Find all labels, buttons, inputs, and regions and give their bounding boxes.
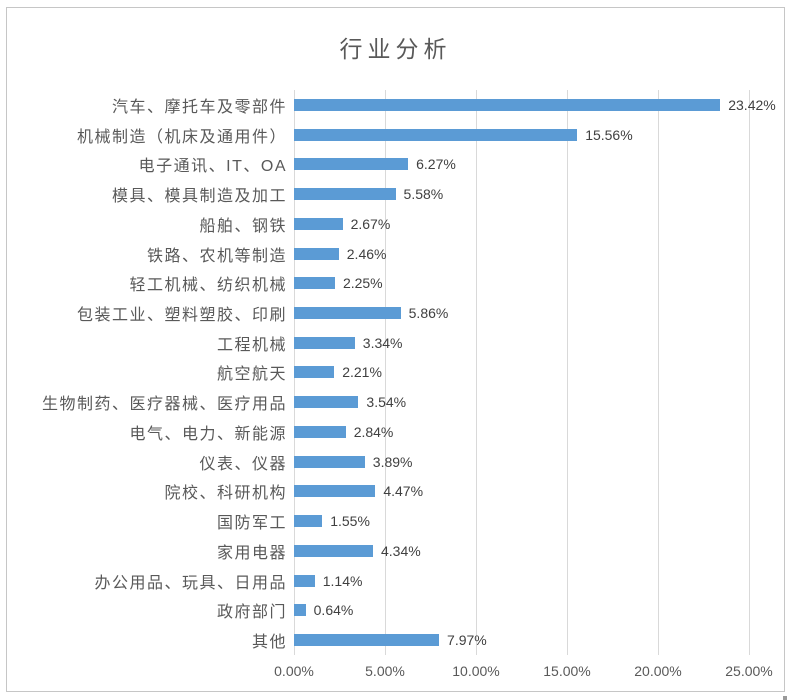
category-label: 生物制药、医疗器械、医疗用品 bbox=[41, 396, 287, 414]
bar-rows: 汽车、摩托车及零部件 23.42% 机械制造（机床及通用件） 15.56% 电子通讯、I… bbox=[7, 90, 794, 655]
bar bbox=[294, 188, 396, 201]
bar-row: 国防军工 1.55% bbox=[7, 506, 794, 536]
value-label: 2.67% bbox=[350, 215, 391, 232]
bar bbox=[294, 247, 339, 260]
value-label: 3.54% bbox=[366, 394, 407, 411]
gridline bbox=[749, 90, 750, 655]
category-label: 船舶、钢铁 bbox=[199, 217, 287, 235]
category-label: 电子通讯、IT、OA bbox=[138, 158, 287, 176]
bar bbox=[294, 485, 376, 498]
x-axis-tick: 15.00% bbox=[543, 663, 591, 679]
bar-row: 轻工机械、纺织机械 2.25% bbox=[7, 268, 794, 298]
bar-row: 政府部门 0.64% bbox=[7, 595, 794, 625]
category-label: 国防军工 bbox=[216, 515, 287, 533]
bar-row: 航空航天 2.21% bbox=[7, 358, 794, 388]
chart-frame: 行业分析 汽车、摩托车及零部件 23.42% 机械制造（机床及通用件） 15.56% 电… bbox=[6, 7, 787, 700]
category-label: 机械制造（机床及通用件） bbox=[76, 128, 287, 146]
value-label: 3.89% bbox=[372, 453, 413, 470]
category-label: 电气、电力、新能源 bbox=[129, 425, 287, 443]
artifact-mark bbox=[783, 696, 787, 700]
category-label: 仪表、仪器 bbox=[199, 455, 287, 473]
value-label: 15.56% bbox=[585, 126, 633, 143]
bar-row: 其他 7.97% bbox=[7, 625, 794, 655]
category-label: 航空航天 bbox=[216, 366, 287, 384]
bar-row: 生物制药、医疗器械、医疗用品 3.54% bbox=[7, 387, 794, 417]
bar-row: 模具、模具制造及加工 5.58% bbox=[7, 179, 794, 209]
category-label: 家用电器 bbox=[216, 544, 287, 562]
bar-row: 办公用品、玩具、日用品 1.14% bbox=[7, 566, 794, 596]
x-axis-tick: 20.00% bbox=[634, 663, 682, 679]
gridline bbox=[476, 90, 477, 655]
bar bbox=[294, 158, 409, 171]
bar bbox=[294, 455, 365, 468]
bar-row: 工程机械 3.34% bbox=[7, 328, 794, 358]
bar bbox=[294, 128, 578, 141]
value-label: 5.86% bbox=[408, 305, 449, 321]
bar bbox=[294, 574, 315, 587]
x-axis: 0.00% 5.00% 10.00% 15.00% 20.00% 25.00% bbox=[274, 663, 773, 683]
value-label: 2.46% bbox=[346, 245, 387, 262]
x-axis-tick: 10.00% bbox=[452, 663, 500, 679]
bar bbox=[294, 425, 346, 438]
value-label: 1.14% bbox=[322, 572, 363, 589]
bar-row: 铁路、农机等制造 2.46% bbox=[7, 239, 794, 269]
value-label: 4.47% bbox=[383, 483, 424, 500]
bar bbox=[294, 307, 401, 319]
bar-row: 仪表、仪器 3.89% bbox=[7, 447, 794, 477]
bar bbox=[294, 634, 440, 647]
gridline bbox=[567, 90, 568, 655]
x-axis-tick: 5.00% bbox=[365, 663, 405, 679]
x-axis-tick: 0.00% bbox=[274, 663, 314, 679]
category-label: 院校、科研机构 bbox=[164, 485, 287, 503]
category-label: 铁路、农机等制造 bbox=[146, 247, 287, 265]
bar bbox=[294, 396, 359, 409]
bar-row: 家用电器 4.34% bbox=[7, 536, 794, 566]
value-label: 3.34% bbox=[362, 334, 403, 351]
bar-row: 院校、科研机构 4.47% bbox=[7, 477, 794, 507]
category-label: 模具、模具制造及加工 bbox=[111, 188, 287, 206]
bar-row: 电气、电力、新能源 2.84% bbox=[7, 417, 794, 447]
category-label: 办公用品、玩具、日用品 bbox=[94, 574, 287, 592]
bar bbox=[294, 277, 335, 290]
bar bbox=[294, 98, 721, 111]
value-label: 1.55% bbox=[330, 513, 370, 530]
category-label: 工程机械 bbox=[216, 336, 287, 354]
chart-title: 行业分析 bbox=[339, 36, 452, 62]
gridline bbox=[385, 90, 386, 655]
bar bbox=[294, 366, 335, 379]
bar bbox=[294, 336, 355, 349]
value-label: 5.58% bbox=[403, 186, 444, 203]
category-label: 汽车、摩托车及零部件 bbox=[111, 98, 287, 116]
bar-row: 电子通讯、IT、OA 6.27% bbox=[7, 149, 794, 179]
bar-row: 机械制造（机床及通用件） 15.56% bbox=[7, 120, 794, 150]
value-label: 4.34% bbox=[380, 542, 421, 559]
x-axis-tick: 25.00% bbox=[725, 663, 773, 679]
value-label: 2.84% bbox=[353, 423, 394, 440]
bar-row: 包装工业、塑料塑胶、印刷 5.86% bbox=[7, 298, 794, 328]
bar bbox=[294, 515, 323, 528]
category-label: 轻工机械、纺织机械 bbox=[129, 277, 287, 295]
bar bbox=[294, 217, 343, 230]
bar-row: 汽车、摩托车及零部件 23.42% bbox=[7, 90, 794, 120]
value-label: 0.64% bbox=[313, 602, 354, 619]
bar bbox=[294, 604, 306, 617]
value-label: 2.21% bbox=[342, 364, 382, 381]
bar bbox=[294, 544, 373, 557]
category-label: 其他 bbox=[251, 634, 287, 652]
value-label: 2.25% bbox=[342, 275, 383, 292]
category-label: 政府部门 bbox=[216, 604, 287, 622]
value-label: 23.42% bbox=[728, 96, 776, 113]
value-label: 6.27% bbox=[416, 156, 456, 173]
value-label: 7.97% bbox=[447, 632, 487, 649]
gridline bbox=[658, 90, 659, 655]
category-label: 包装工业、塑料塑胶、印刷 bbox=[76, 307, 287, 324]
bar-row: 船舶、钢铁 2.67% bbox=[7, 209, 794, 239]
